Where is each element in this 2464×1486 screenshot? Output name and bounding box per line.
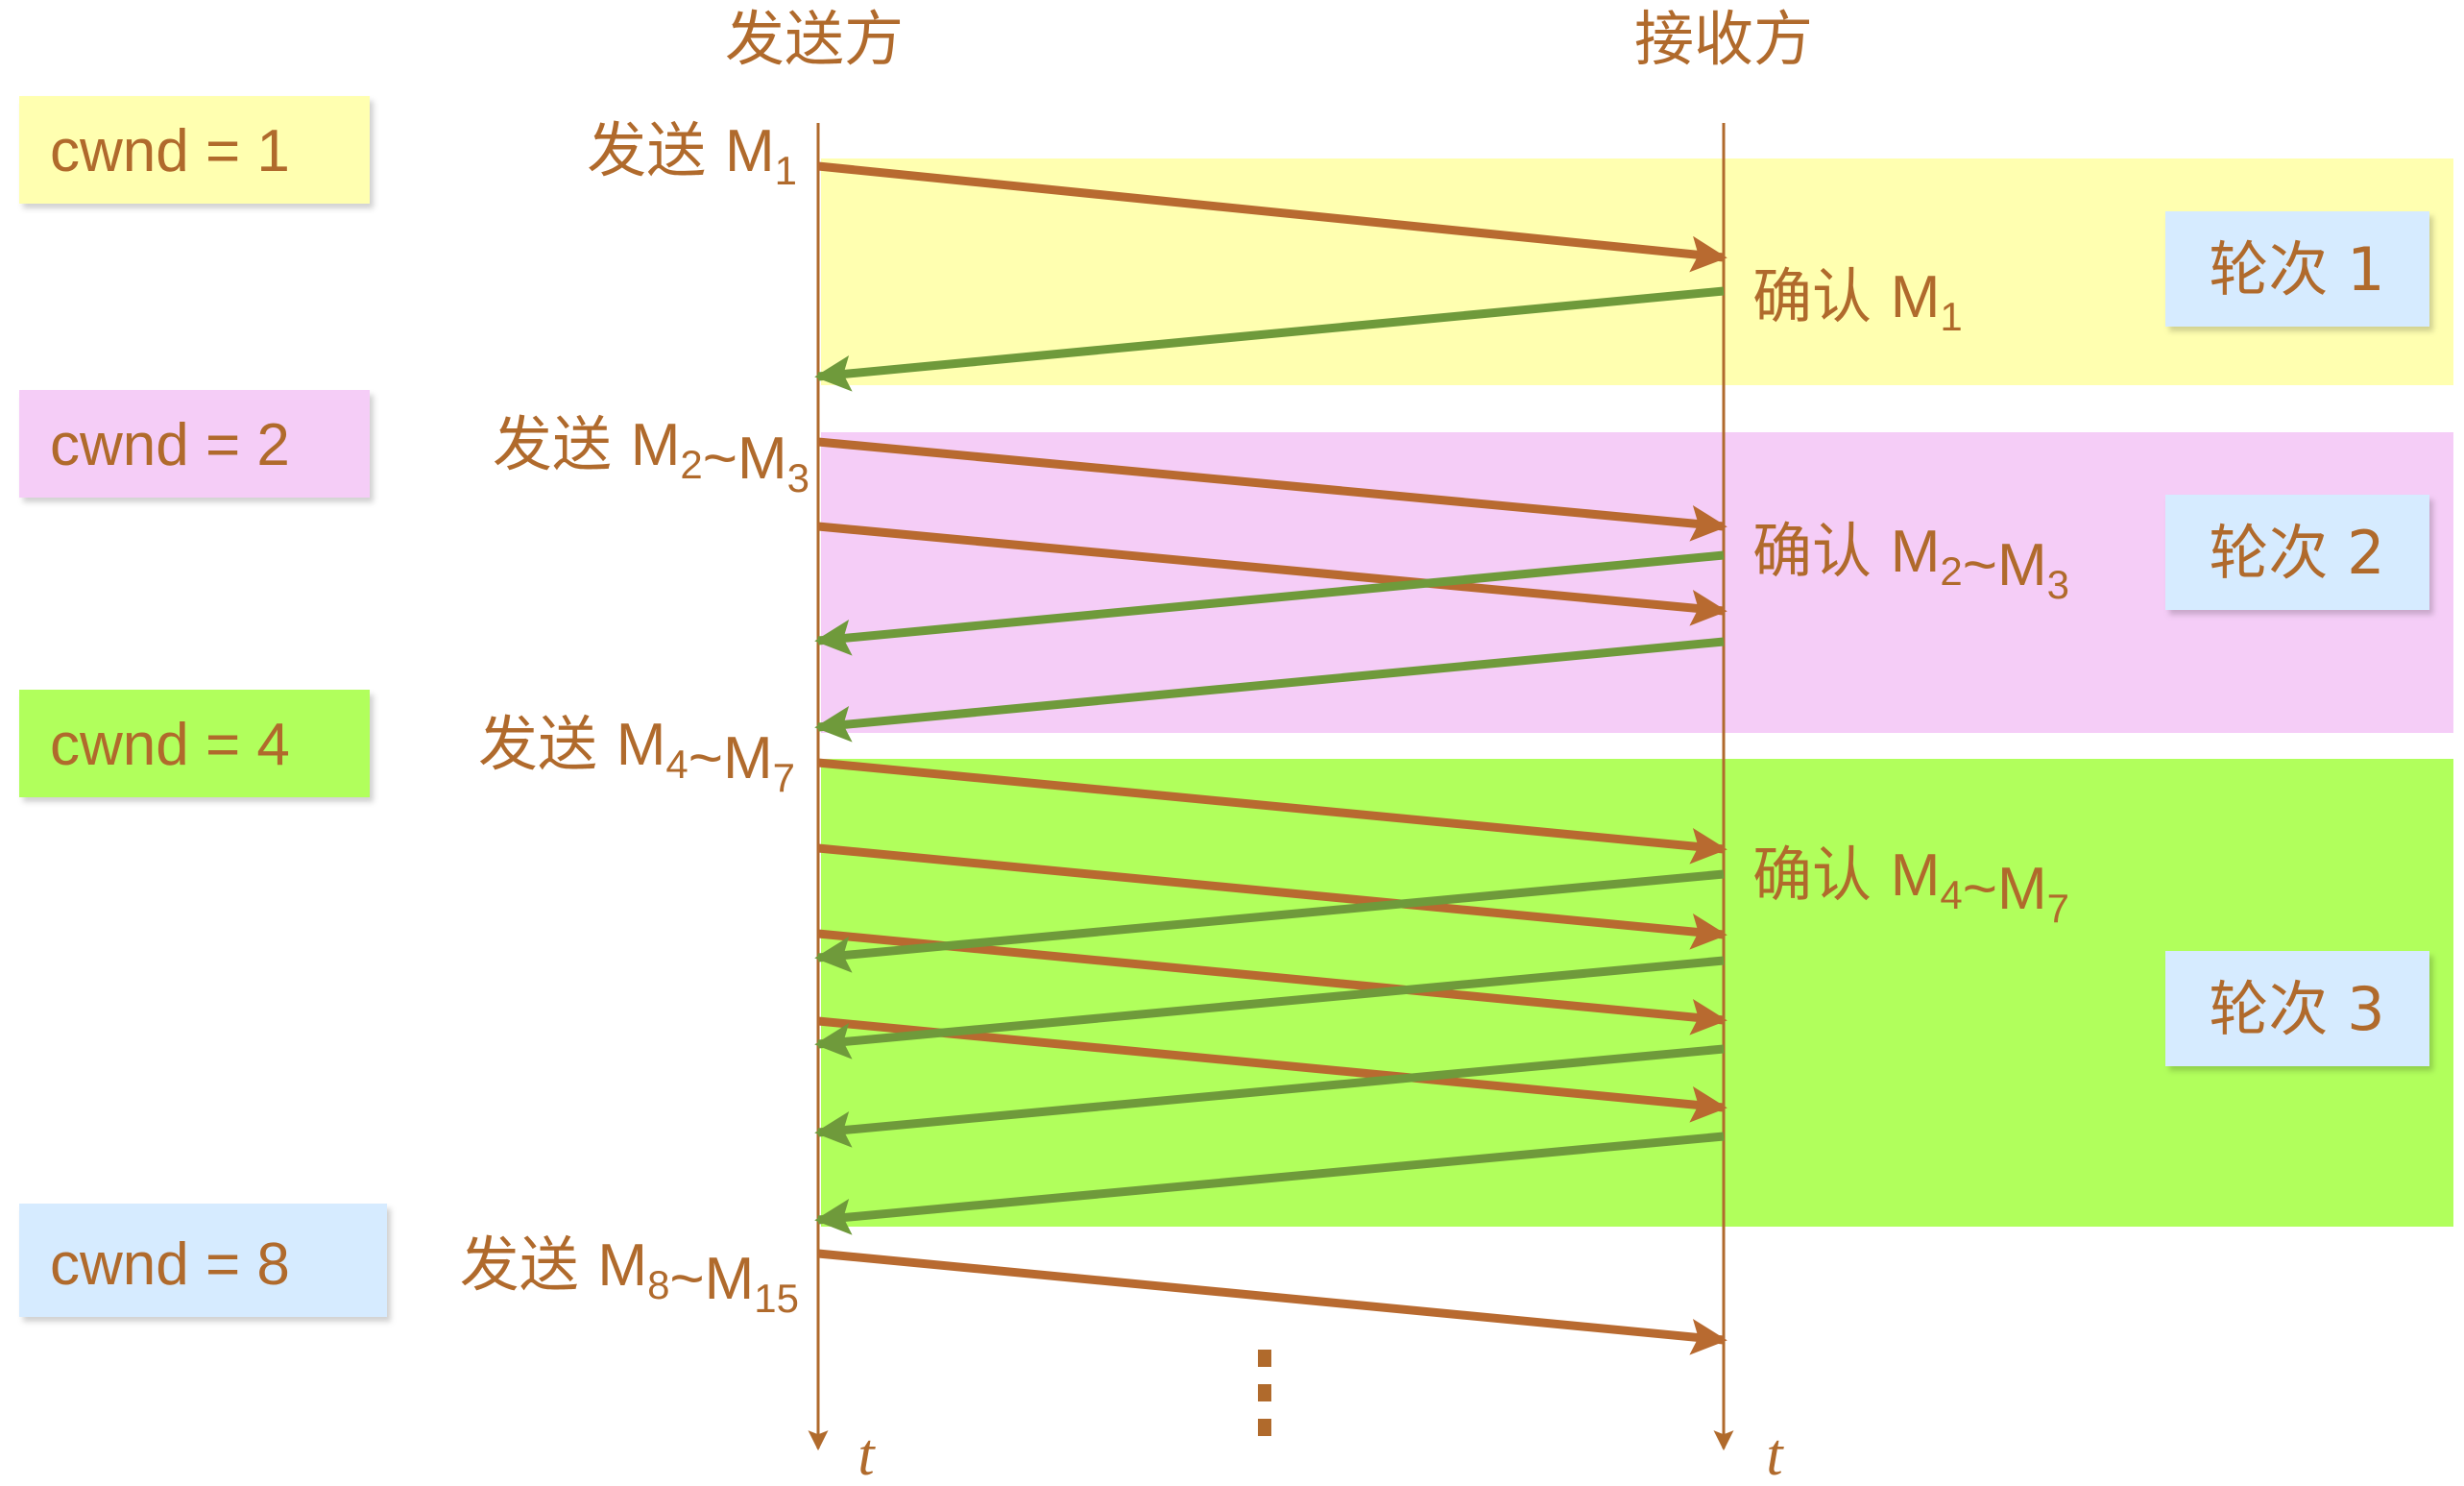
cwnd-tag-4-text: cwnd = 8 [50, 1231, 290, 1298]
round-tag-3-box [2165, 951, 2429, 1066]
ack-label-2-verb: 确认 [1752, 516, 1891, 586]
receiver-header: 接收方 [1634, 4, 1813, 74]
send-label-1-verb: 发送 [587, 115, 725, 185]
send-label-2-subscript-2: 3 [787, 455, 809, 500]
send-label-2-segment-1: M [631, 412, 681, 478]
send-arrow-m7 [817, 1016, 1727, 1123]
round-tag-1-box [2165, 211, 2429, 327]
send-label-3-verb: 发送 [478, 709, 616, 779]
ack-label-2-subscript-1: 2 [1940, 548, 1962, 594]
sender-header: 发送方 [725, 4, 904, 74]
send-label-4: 发送 M8~M15 [460, 1230, 799, 1321]
round-tag-2: 轮次 2 [2165, 495, 2429, 610]
send-arrow-m2 [817, 437, 1727, 542]
send-label-4-segment-2: ~M [669, 1246, 754, 1312]
ack-arrow-m3 [814, 637, 1725, 743]
send-label-1-subscript-1: 1 [775, 148, 797, 193]
cwnd-tag-3-box [19, 690, 370, 797]
ack-label-2-subscript-2: 3 [2047, 562, 2069, 607]
round-tag-1: 轮次 1 [2165, 211, 2429, 327]
sender-time-label: t [858, 1423, 876, 1481]
send-arrow-m4 [817, 758, 1727, 865]
send-label-2-subscript-1: 2 [680, 442, 702, 487]
send-label-4-segment-1: M [597, 1232, 647, 1299]
send-label-3-subscript-1: 4 [665, 742, 688, 787]
ack-arrows [814, 286, 1725, 1235]
cwnd-tag-4: cwnd = 8 [19, 1204, 387, 1317]
round-tag-3: 轮次 3 [2165, 951, 2429, 1066]
continuation-ellipsis [1258, 1350, 1271, 1436]
cwnd-tag-3-text: cwnd = 4 [50, 712, 290, 778]
send-label-1-segment-1: M [725, 118, 775, 184]
send-label-4-verb: 发送 [460, 1230, 598, 1300]
ack-label-1-verb: 确认 [1752, 261, 1891, 331]
ellipsis-dot-1 [1258, 1350, 1271, 1367]
ack-arrow-m4 [814, 869, 1725, 973]
send-label-4-subscript-2: 15 [754, 1276, 799, 1321]
ack-label-3-subscript-2: 7 [2047, 886, 2069, 931]
send-label-3-subscript-2: 7 [773, 755, 795, 800]
ack-label-3-segment-2: ~M [1963, 856, 2047, 922]
ack-label-3-subscript-1: 4 [1940, 872, 1962, 917]
ack-label-3-segment-1: M [1891, 842, 1941, 909]
send-arrows [817, 161, 1727, 1355]
ack-label-2-segment-2: ~M [1963, 532, 2047, 598]
cwnd-tag-1-text: cwnd = 1 [50, 118, 290, 184]
ack-arrow-m7 [814, 1132, 1725, 1235]
ack-label-3-verb: 确认 [1752, 840, 1891, 910]
send-label-1: 发送 M1 [587, 115, 797, 193]
send-label-2-segment-2: ~M [703, 426, 787, 492]
receiver-time-label: t [1766, 1423, 1784, 1481]
round-tag-3-text: 轮次 3 [2209, 974, 2384, 1044]
send-label-3-segment-1: M [616, 712, 666, 778]
cwnd-tag-3: cwnd = 4 [19, 690, 370, 797]
round-tag-2-text: 轮次 2 [2209, 518, 2384, 588]
cwnd-tag-1-box [19, 96, 370, 204]
ack-arrow-m6 [814, 1044, 1725, 1148]
send-arrow-m1 [817, 161, 1727, 273]
ellipsis-dot-2 [1258, 1384, 1271, 1401]
cwnd-tag-2-text: cwnd = 2 [50, 412, 290, 478]
ack-arrow-m1 [814, 286, 1725, 392]
send-arrow-m3 [817, 522, 1727, 626]
send-label-3: 发送 M4~M7 [478, 709, 795, 800]
send-label-4-subscript-1: 8 [647, 1262, 669, 1307]
ack-arrow-m5 [814, 956, 1725, 1060]
cwnd-tag-1: cwnd = 1 [19, 96, 370, 204]
cwnd-tag-2-box [19, 390, 370, 498]
ack-arrow-m2 [814, 550, 1725, 656]
ack-label-1: 确认 M1 [1752, 261, 1963, 339]
send-arrow-m8 [817, 1249, 1727, 1355]
send-label-2-verb: 发送 [493, 409, 631, 479]
round-tag-1-text: 轮次 1 [2209, 234, 2384, 305]
send-arrow-m5 [817, 843, 1727, 950]
ellipsis-dot-3 [1258, 1419, 1271, 1436]
send-label-2: 发送 M2~M3 [493, 409, 809, 500]
ack-label-3: 确认 M4~M7 [1752, 840, 2069, 931]
ack-label-1-segment-1: M [1891, 264, 1941, 330]
cwnd-tag-4-box [19, 1204, 387, 1317]
ack-label-1-subscript-1: 1 [1940, 294, 1962, 339]
ack-label-2-segment-1: M [1891, 519, 1941, 585]
cwnd-tag-2: cwnd = 2 [19, 390, 370, 498]
send-label-3-segment-2: ~M [688, 725, 773, 792]
ack-label-2: 确认 M2~M3 [1752, 516, 2069, 607]
round-tag-2-box [2165, 495, 2429, 610]
ellipsis-text: ⋮ [1265, 1421, 1266, 1423]
